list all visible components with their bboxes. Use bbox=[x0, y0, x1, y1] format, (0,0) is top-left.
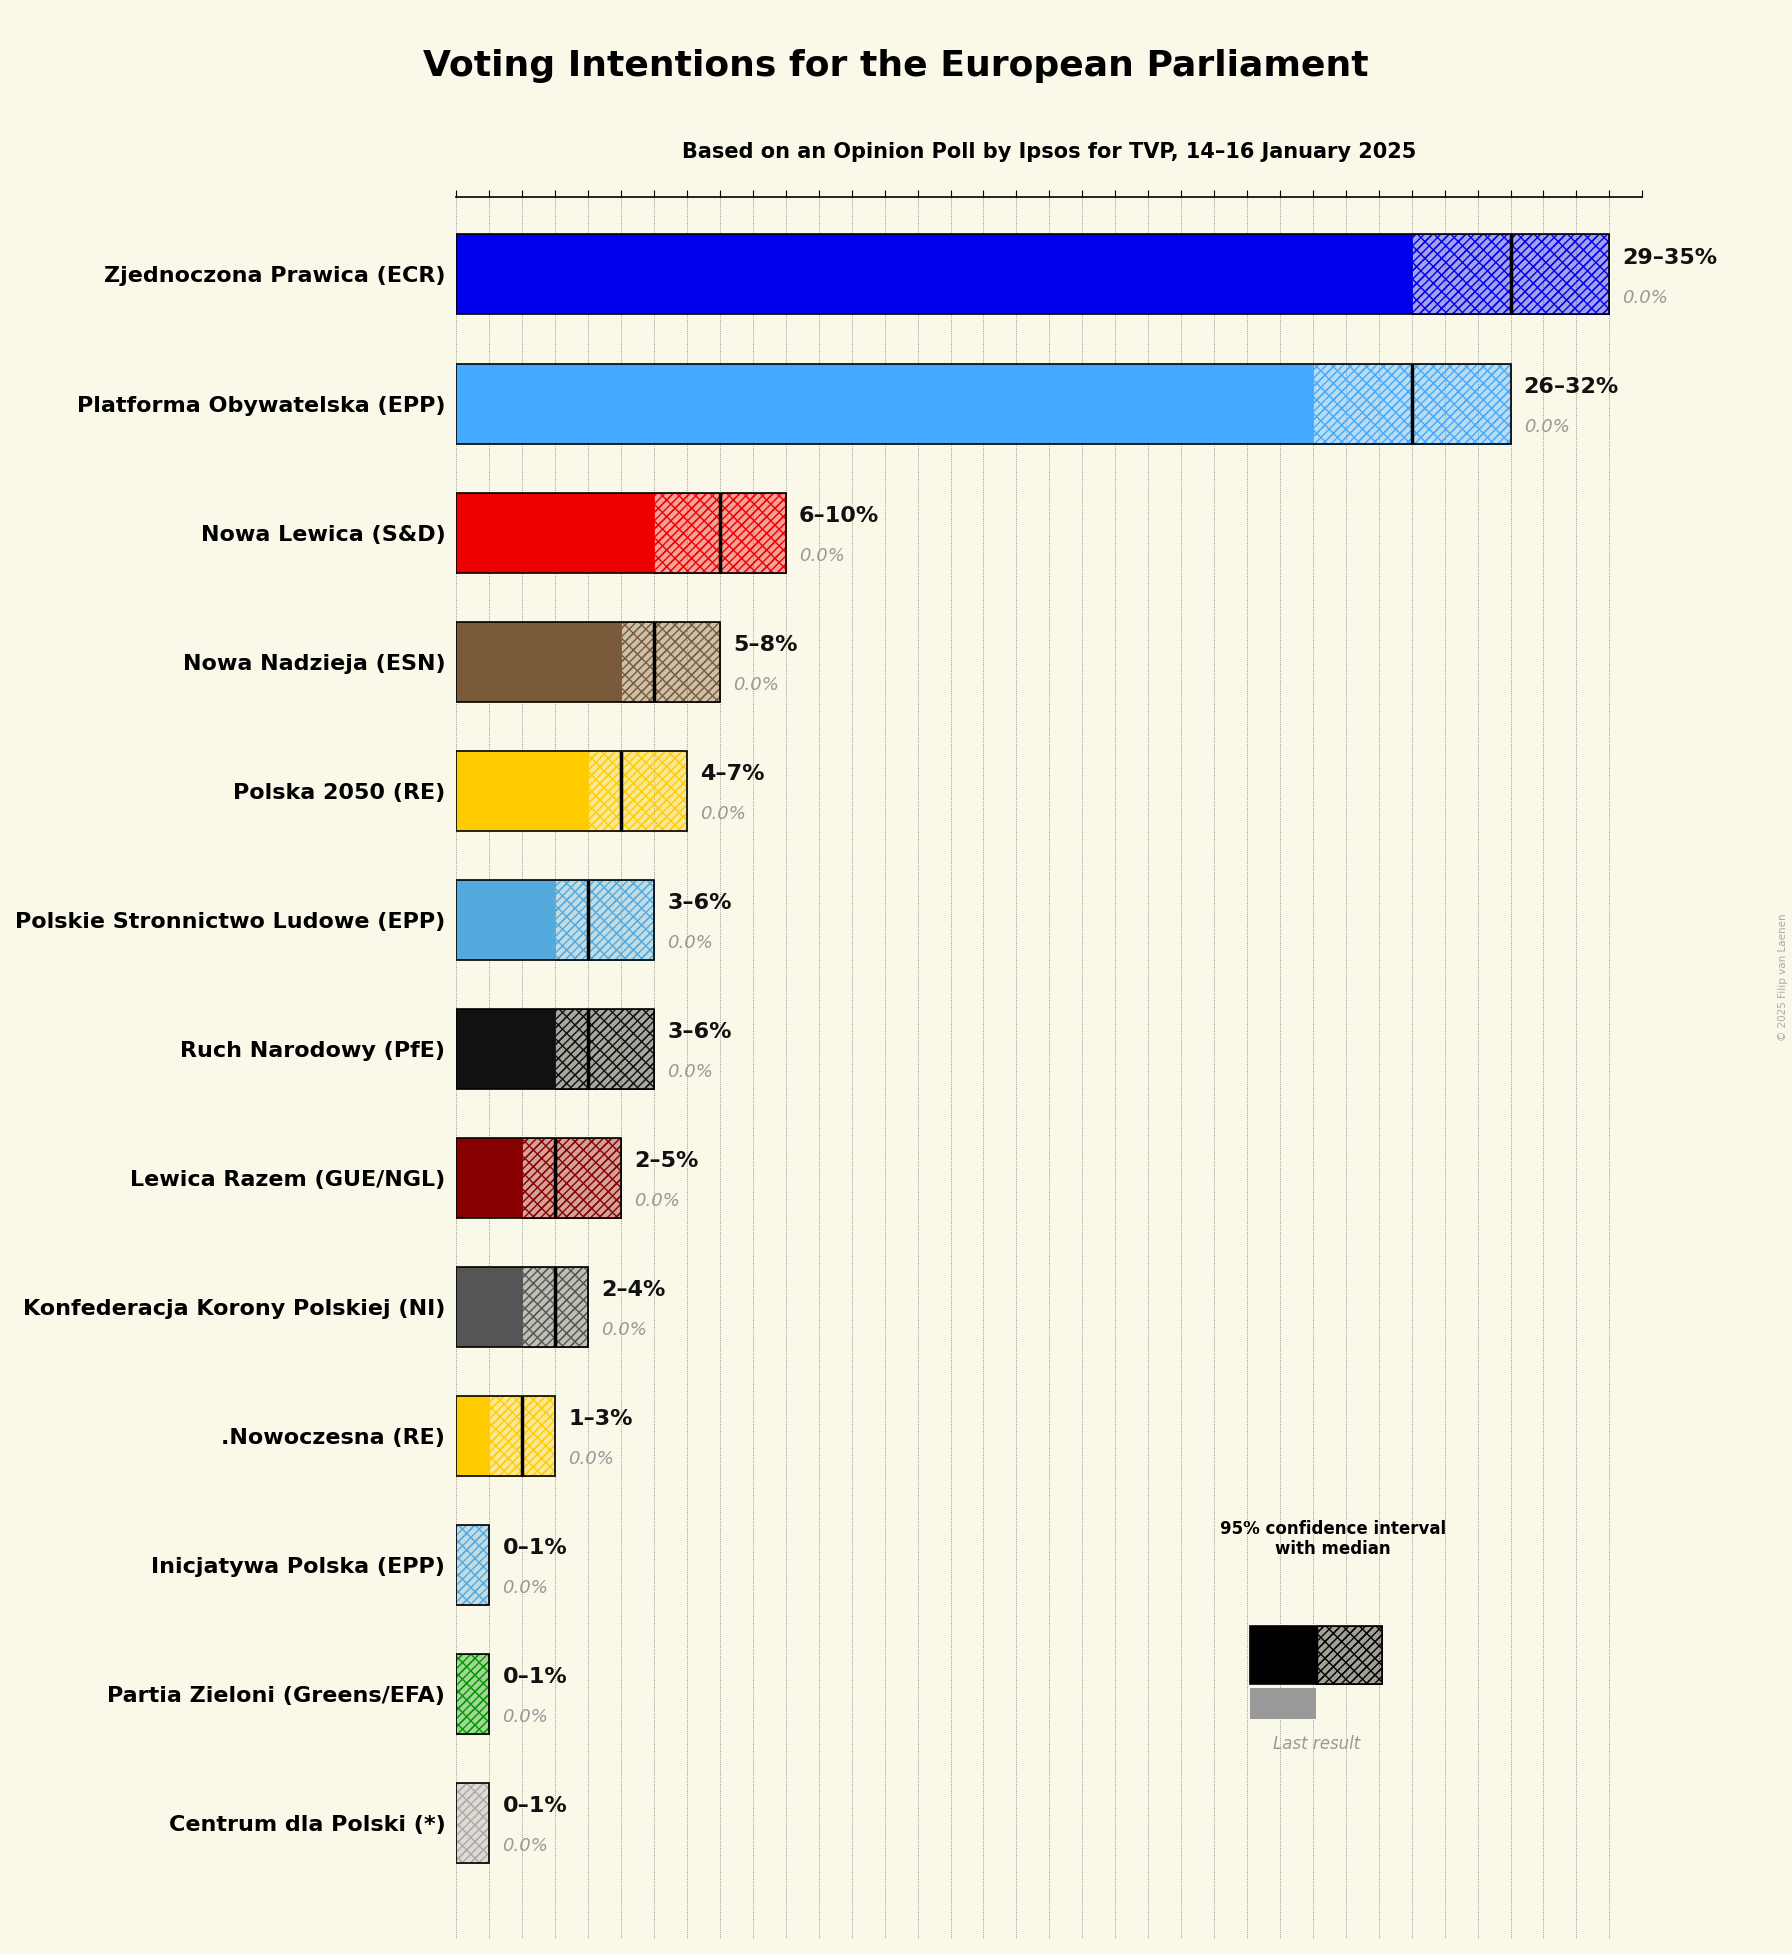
Bar bbox=[588, 750, 686, 830]
Title: Based on an Opinion Poll by Ipsos for TVP, 14–16 January 2025: Based on an Opinion Poll by Ipsos for TV… bbox=[683, 143, 1416, 162]
Bar bbox=[1315, 1626, 1382, 1684]
Bar bbox=[489, 1395, 556, 1475]
Bar bbox=[556, 879, 654, 959]
Bar bbox=[457, 1524, 489, 1604]
Bar bbox=[521, 1266, 588, 1346]
Bar bbox=[457, 750, 588, 830]
Bar bbox=[457, 1782, 489, 1862]
Text: Voting Intentions for the European Parliament: Voting Intentions for the European Parli… bbox=[423, 49, 1369, 82]
Bar bbox=[521, 1137, 622, 1217]
Bar bbox=[654, 492, 785, 573]
Bar bbox=[521, 1266, 588, 1346]
Text: 0.0%: 0.0% bbox=[701, 805, 745, 823]
Text: 0.0%: 0.0% bbox=[1622, 289, 1668, 307]
Text: 5–8%: 5–8% bbox=[733, 635, 797, 655]
Bar bbox=[622, 621, 720, 701]
Bar bbox=[457, 1653, 489, 1733]
Bar bbox=[654, 492, 785, 573]
Text: 2–4%: 2–4% bbox=[602, 1280, 665, 1299]
Text: Last result: Last result bbox=[1272, 1735, 1360, 1753]
Bar bbox=[521, 1137, 622, 1217]
Bar bbox=[1251, 1626, 1315, 1684]
Bar bbox=[457, 879, 556, 959]
Text: 0–1%: 0–1% bbox=[502, 1538, 568, 1557]
Bar bbox=[1314, 363, 1511, 444]
Bar bbox=[457, 363, 1314, 444]
Text: 26–32%: 26–32% bbox=[1523, 377, 1618, 397]
Bar bbox=[1412, 234, 1609, 315]
Text: © 2025 Filip van Laenen: © 2025 Filip van Laenen bbox=[1778, 913, 1788, 1041]
Bar bbox=[457, 1266, 521, 1346]
Text: 0.0%: 0.0% bbox=[502, 1708, 548, 1725]
Bar bbox=[556, 879, 654, 959]
Bar bbox=[1315, 1626, 1382, 1684]
Text: 0.0%: 0.0% bbox=[502, 1579, 548, 1596]
Bar bbox=[1314, 363, 1511, 444]
Bar bbox=[622, 621, 720, 701]
Bar bbox=[1412, 234, 1609, 315]
Bar bbox=[1251, 1688, 1315, 1720]
Bar bbox=[556, 1008, 654, 1088]
Bar bbox=[521, 1137, 622, 1217]
Bar bbox=[457, 234, 1412, 315]
Bar bbox=[556, 1008, 654, 1088]
Bar bbox=[457, 1137, 521, 1217]
Text: 0.0%: 0.0% bbox=[568, 1450, 615, 1467]
Bar bbox=[457, 492, 654, 573]
Text: 0.0%: 0.0% bbox=[502, 1837, 548, 1854]
Text: 2–5%: 2–5% bbox=[634, 1151, 699, 1170]
Bar bbox=[457, 1782, 489, 1862]
Bar bbox=[457, 621, 622, 701]
Text: 0.0%: 0.0% bbox=[733, 676, 780, 694]
Bar bbox=[457, 1653, 489, 1733]
Bar bbox=[1412, 234, 1609, 315]
Bar bbox=[457, 1524, 489, 1604]
Bar bbox=[457, 1008, 556, 1088]
Text: 0.0%: 0.0% bbox=[1523, 418, 1570, 436]
Bar bbox=[622, 621, 720, 701]
Bar bbox=[556, 879, 654, 959]
Text: 3–6%: 3–6% bbox=[667, 1022, 731, 1041]
Text: 0–1%: 0–1% bbox=[502, 1796, 568, 1815]
Text: 6–10%: 6–10% bbox=[799, 506, 880, 526]
Bar bbox=[457, 1653, 489, 1733]
Bar bbox=[489, 1395, 556, 1475]
Bar bbox=[457, 1395, 489, 1475]
Text: 0.0%: 0.0% bbox=[667, 1063, 713, 1081]
Bar bbox=[457, 1782, 489, 1862]
Bar bbox=[588, 750, 686, 830]
Bar bbox=[457, 1524, 489, 1604]
Bar bbox=[654, 492, 785, 573]
Text: 0.0%: 0.0% bbox=[602, 1321, 647, 1338]
Bar bbox=[588, 750, 686, 830]
Text: 95% confidence interval
with median: 95% confidence interval with median bbox=[1220, 1520, 1446, 1559]
Bar bbox=[556, 1008, 654, 1088]
Text: 0.0%: 0.0% bbox=[667, 934, 713, 952]
Bar bbox=[1315, 1626, 1382, 1684]
Text: 29–35%: 29–35% bbox=[1622, 248, 1719, 268]
Text: 0–1%: 0–1% bbox=[502, 1667, 568, 1686]
Text: 0.0%: 0.0% bbox=[799, 547, 844, 565]
Bar bbox=[521, 1266, 588, 1346]
Text: 3–6%: 3–6% bbox=[667, 893, 731, 913]
Bar bbox=[489, 1395, 556, 1475]
Text: 4–7%: 4–7% bbox=[701, 764, 765, 784]
Text: 1–3%: 1–3% bbox=[568, 1409, 633, 1428]
Bar bbox=[1314, 363, 1511, 444]
Text: 0.0%: 0.0% bbox=[634, 1192, 681, 1210]
